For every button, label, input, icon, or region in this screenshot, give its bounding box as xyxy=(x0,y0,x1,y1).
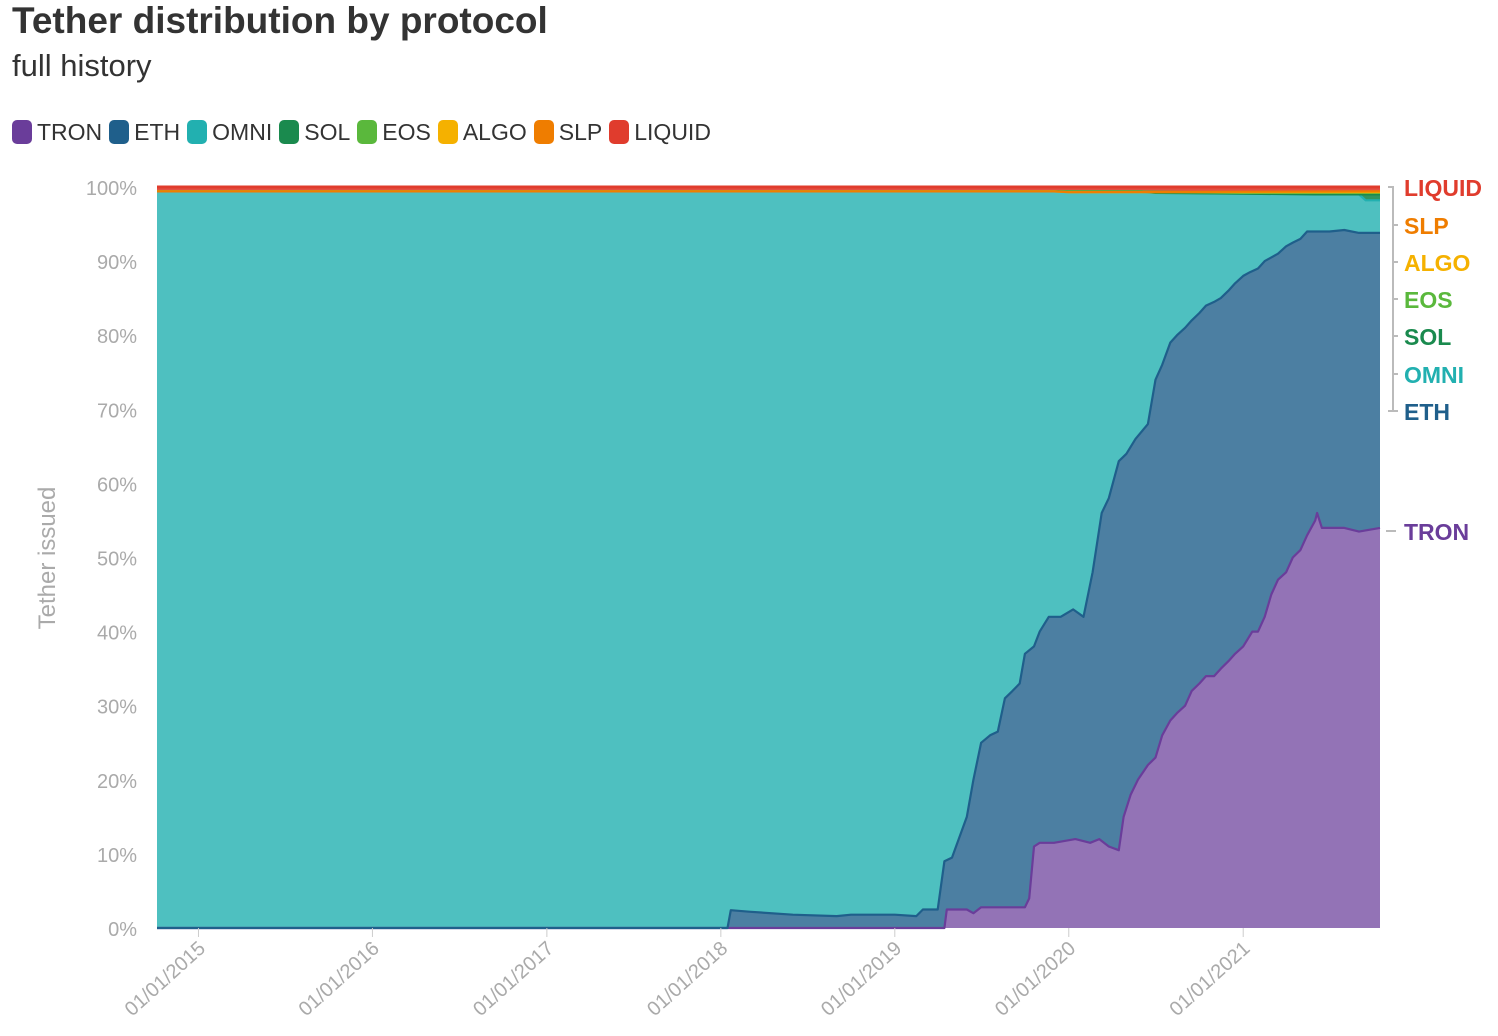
end-labels: LIQUID SLP ALGO EOS SOL OMNI ETH TRON xyxy=(1386,175,1482,545)
line-tron xyxy=(157,511,1381,930)
chart-subtitle: full history xyxy=(12,48,152,83)
y-tick-label: 0% xyxy=(108,919,137,941)
end-label-sol: SOL xyxy=(1404,324,1451,350)
y-tick-label: 100% xyxy=(86,178,137,200)
legend-item-eth: ETH xyxy=(109,119,180,146)
y-tick-label: 40% xyxy=(97,623,137,645)
legend-label: LIQUID xyxy=(634,118,711,145)
end-label-tron: TRON xyxy=(1404,519,1469,545)
legend-item-tron: TRON xyxy=(12,119,102,146)
end-label-eos: EOS xyxy=(1404,287,1453,313)
legend-label: EOS xyxy=(382,118,431,145)
end-label-algo: ALGO xyxy=(1404,250,1470,276)
legend-item-algo: ALGO xyxy=(437,118,527,146)
legend-swatch xyxy=(437,120,458,144)
end-label-eth: ETH xyxy=(1404,399,1450,425)
y-tick-label: 10% xyxy=(97,845,137,867)
x-tick-label: 01/01/2018 xyxy=(643,937,732,1020)
legend-item-omni: OMNI xyxy=(187,119,272,146)
y-tick-label: 30% xyxy=(97,697,137,719)
legend-label: TRON xyxy=(37,118,103,145)
legend-swatch xyxy=(279,120,300,144)
x-tick-label: 01/01/2020 xyxy=(991,937,1080,1020)
end-label-omni: OMNI xyxy=(1404,362,1464,388)
series-lines xyxy=(157,185,1381,930)
x-tick-label: 01/01/2019 xyxy=(817,937,906,1020)
chart-title: Tether distribution by protocol xyxy=(12,0,548,41)
y-tick-label: 60% xyxy=(97,474,137,496)
x-tick-label: 01/01/2021 xyxy=(1165,937,1254,1020)
x-axis: 01/01/2015 01/01/2016 01/01/2017 01/01/2018… xyxy=(121,928,1255,1021)
legend-item-eos: EOS xyxy=(357,119,431,146)
end-label-liquid: LIQUID xyxy=(1404,175,1482,201)
legend-item-liquid: LIQUID xyxy=(609,119,711,146)
legend-label: OMNI xyxy=(212,118,273,145)
y-tick-label: 90% xyxy=(97,252,137,274)
y-tick-label: 50% xyxy=(97,549,137,571)
legend-label: ALGO xyxy=(462,118,527,145)
y-tick-label: 20% xyxy=(97,771,137,793)
x-tick-label: 01/01/2016 xyxy=(295,937,384,1020)
legend-item-sol: SOL xyxy=(279,119,350,146)
legend-swatch xyxy=(187,120,208,144)
legend-swatch xyxy=(357,120,378,144)
area-tron xyxy=(157,513,1380,928)
x-tick-label: 01/01/2015 xyxy=(121,937,210,1020)
legend-swatch xyxy=(609,120,630,144)
legend-swatch xyxy=(12,120,32,144)
line-slp xyxy=(157,190,1381,194)
area-omni xyxy=(157,191,1380,928)
legend-swatch xyxy=(533,120,554,144)
x-tick-label: 01/01/2017 xyxy=(469,937,558,1020)
y-axis-label: Tether issued xyxy=(34,487,61,630)
area-layers xyxy=(157,187,1380,928)
legend-label: SLP xyxy=(558,118,603,145)
y-axis: 0% 10% 20% 30% 40% 50% 60% 70% 80% 90% 100% xyxy=(86,178,137,941)
legend-label: ETH xyxy=(134,118,181,145)
legend: TRON ETH OMNI SOL EOS ALGO SLP LIQUID xyxy=(12,116,718,148)
end-label-slp: SLP xyxy=(1404,213,1449,239)
area-eth xyxy=(157,230,1380,928)
y-tick-label: 70% xyxy=(97,400,137,422)
legend-item-slp: SLP xyxy=(533,118,603,146)
legend-label: SOL xyxy=(304,118,351,145)
label-bracket xyxy=(1388,186,1394,412)
y-tick-label: 80% xyxy=(97,326,137,348)
line-eth xyxy=(157,228,1380,930)
legend-swatch xyxy=(109,120,130,144)
